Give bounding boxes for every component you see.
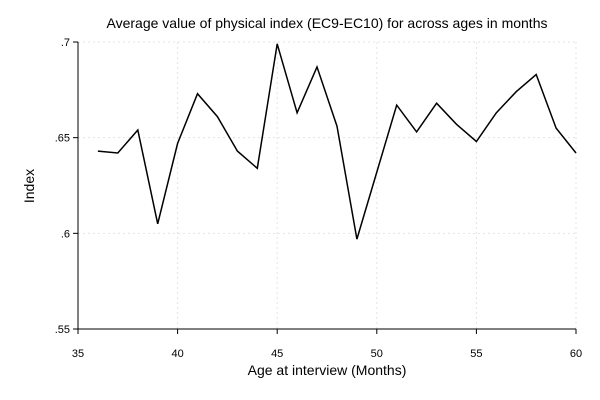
x-axis-label: Age at interview (Months): [248, 362, 407, 378]
series: [97, 43, 577, 240]
x-tick-label: 50: [371, 348, 383, 360]
y-axis-label: Index: [21, 169, 37, 203]
x-tick-label: 40: [171, 348, 183, 360]
ticks: .55 .6 .65 .7 35 40 45 50 55 60: [55, 37, 582, 360]
y-tick-label: .65: [55, 133, 70, 145]
y-tick-label: .6: [61, 228, 70, 240]
series-line: [97, 43, 577, 240]
y-tick-label: .7: [61, 37, 70, 49]
x-tick-label: 35: [72, 348, 84, 360]
y-tick-label: .55: [55, 324, 70, 336]
x-tick-label: 60: [570, 348, 582, 360]
axes: [77, 42, 576, 330]
chart-title: Average value of physical index (EC9-EC1…: [107, 15, 548, 31]
x-tick-label: 55: [470, 348, 482, 360]
x-tick-label: 45: [271, 348, 283, 360]
